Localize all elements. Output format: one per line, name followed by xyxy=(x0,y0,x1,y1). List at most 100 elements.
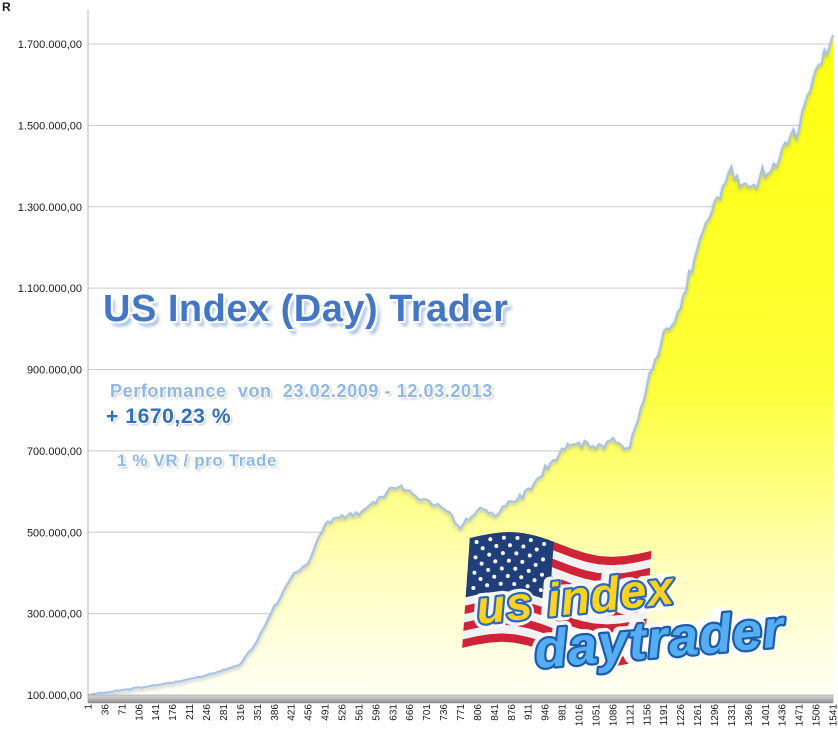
x-axis-label: 176 xyxy=(168,704,179,721)
flag-stripe xyxy=(463,608,647,642)
flag-star xyxy=(514,551,519,556)
flag-star xyxy=(533,562,538,567)
flag-star xyxy=(488,537,493,542)
flag-star xyxy=(472,570,477,575)
x-axis-label: 526 xyxy=(337,704,348,721)
us-flag-icon xyxy=(462,532,652,667)
flag-star xyxy=(493,559,498,564)
x-axis-label: 1156 xyxy=(642,704,653,726)
flag-star xyxy=(507,543,512,548)
x-axis-label: 631 xyxy=(388,704,399,721)
chart-title: US Index (Day) Trader xyxy=(103,288,509,330)
x-axis-label: 1 xyxy=(84,704,95,710)
flag-stripe xyxy=(462,624,645,659)
flag-stripe xyxy=(465,591,648,625)
flag-star xyxy=(534,547,539,552)
x-axis-label: 911 xyxy=(524,704,535,720)
y-axis-label: 1.300.000,00 xyxy=(18,202,82,214)
flag-star xyxy=(480,546,485,551)
equity-area xyxy=(88,35,833,695)
flag-star xyxy=(521,544,526,549)
flag-star xyxy=(525,584,530,589)
x-axis-label: 421 xyxy=(287,704,298,721)
x-axis-label: 1541 xyxy=(829,704,838,727)
y-axis-label: 300.000,00 xyxy=(27,609,82,621)
x-axis-label: 1261 xyxy=(693,704,704,727)
flag-star xyxy=(506,558,511,563)
x-axis-label: 701 xyxy=(422,704,433,721)
x-axis-label: 666 xyxy=(405,704,416,721)
flag-star xyxy=(485,583,490,588)
flag-star xyxy=(500,551,505,556)
x-axis-floor xyxy=(87,694,834,704)
flag-star xyxy=(478,576,483,581)
x-axis-label: 841 xyxy=(490,704,501,721)
performance-result-label: + 1670,23 % xyxy=(106,405,232,428)
flag-star xyxy=(474,539,479,544)
flag-star xyxy=(527,553,532,558)
y-axis-label: 100.000,00 xyxy=(27,690,82,702)
x-axis-label: 1436 xyxy=(778,704,789,727)
x-axis-label: 106 xyxy=(134,704,145,721)
x-axis-label: 771 xyxy=(456,704,467,721)
flag-star xyxy=(538,588,543,593)
flag-stripe xyxy=(464,599,647,633)
flag-star xyxy=(486,567,491,572)
x-axis-label: 1226 xyxy=(676,704,687,727)
y-axis-label: 1.500.000,00 xyxy=(18,120,82,132)
flag-star xyxy=(479,561,484,566)
flag-star xyxy=(520,559,525,564)
x-axis-label: 736 xyxy=(439,704,450,721)
x-axis-label: 1191 xyxy=(659,704,670,726)
flag-star xyxy=(512,582,517,587)
flag-star xyxy=(505,574,510,579)
flag-star xyxy=(501,535,506,540)
y-axis-label: 900.000,00 xyxy=(27,365,82,377)
flag-star xyxy=(532,578,537,583)
x-axis-label: 876 xyxy=(507,704,518,721)
x-axis-label: 246 xyxy=(202,704,213,721)
x-axis-label: 1016 xyxy=(575,704,586,727)
flag-star xyxy=(528,538,533,543)
equity-line xyxy=(87,34,834,696)
y-axis-label: 700.000,00 xyxy=(27,446,82,458)
flag-star xyxy=(498,581,503,586)
x-axis-label: 806 xyxy=(473,704,484,721)
y-axis-label: 1.700.000,00 xyxy=(18,39,82,51)
flag-star xyxy=(539,572,544,577)
x-axis-label: 1051 xyxy=(591,704,602,727)
x-axis-label: 1471 xyxy=(795,704,806,727)
x-axis-label: 1506 xyxy=(812,704,823,727)
x-axis-label: 1086 xyxy=(608,704,619,727)
x-axis-label: 211 xyxy=(185,704,196,720)
x-axis-label: 981 xyxy=(558,704,569,721)
flag-star xyxy=(487,552,492,557)
x-axis-label: 141 xyxy=(151,704,162,721)
us-index-daytrader-logo: us index us index daytrader daytrader xyxy=(462,532,791,686)
flag-star xyxy=(513,566,518,571)
flag-star xyxy=(494,543,499,548)
performance-period-label: Performance von 23.02.2009 - 12.03.2013 xyxy=(110,381,493,401)
flag-star xyxy=(542,541,547,546)
x-axis-label: 456 xyxy=(304,704,315,721)
x-axis-label: 946 xyxy=(541,704,552,721)
x-axis-label: 386 xyxy=(270,704,281,721)
x-axis-label: 1401 xyxy=(761,704,772,727)
x-axis-label: 351 xyxy=(253,704,264,721)
x-axis-label: 71 xyxy=(117,704,128,716)
x-axis-label: 491 xyxy=(321,704,332,721)
x-axis-label: 1331 xyxy=(727,704,738,727)
x-axis-label: 1366 xyxy=(744,704,755,727)
flag-star xyxy=(471,586,476,591)
x-axis-label: 281 xyxy=(219,704,230,721)
x-axis-label: 1121 xyxy=(625,704,636,726)
flag-star xyxy=(541,557,546,562)
flag-star xyxy=(499,566,504,571)
flag-stripe xyxy=(462,633,645,667)
x-axis-label: 316 xyxy=(236,704,247,721)
flag-star xyxy=(492,574,497,579)
flag-star xyxy=(473,555,478,560)
y-axis-label: 500.000,00 xyxy=(27,527,82,539)
